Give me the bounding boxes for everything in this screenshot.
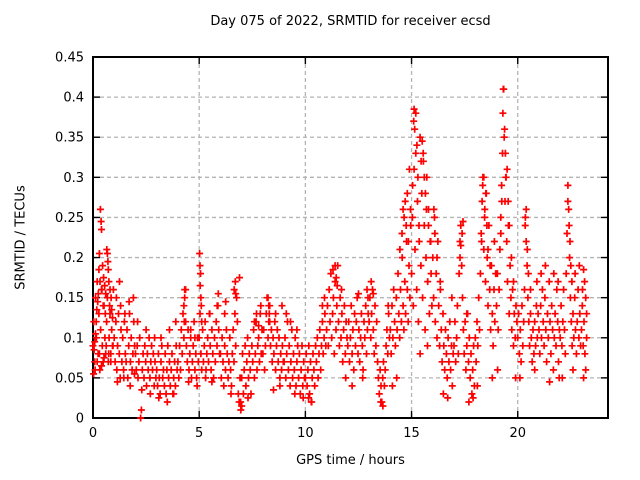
x-tick-label: 20 (509, 426, 526, 441)
y-tick-label: 0.25 (55, 211, 84, 226)
plot-border (92, 56, 609, 419)
chart-title: Day 075 of 2022, SRMTID for receiver ecs… (210, 14, 491, 29)
y-tick-label: 0.1 (63, 331, 84, 346)
y-tick-label: 0 (76, 412, 84, 427)
x-tick-label: 0 (89, 426, 97, 441)
y-tick-label: 0.2 (63, 251, 84, 266)
y-tick-label: 0.05 (55, 371, 84, 386)
y-axis-label: SRMTID / TECUs (13, 185, 29, 290)
x-tick-label: 10 (297, 426, 314, 441)
x-axis-label: GPS time / hours (296, 453, 405, 468)
data-points (89, 85, 591, 422)
y-tick-label: 0.45 (55, 51, 84, 66)
y-tick-label: 0.15 (55, 291, 84, 306)
y-tick-label: 0.4 (63, 91, 84, 106)
x-tick-label: 15 (403, 426, 420, 441)
y-tick-label: 0.3 (63, 171, 84, 186)
x-tick-label: 5 (195, 426, 203, 441)
y-tick-label: 0.35 (55, 131, 84, 146)
